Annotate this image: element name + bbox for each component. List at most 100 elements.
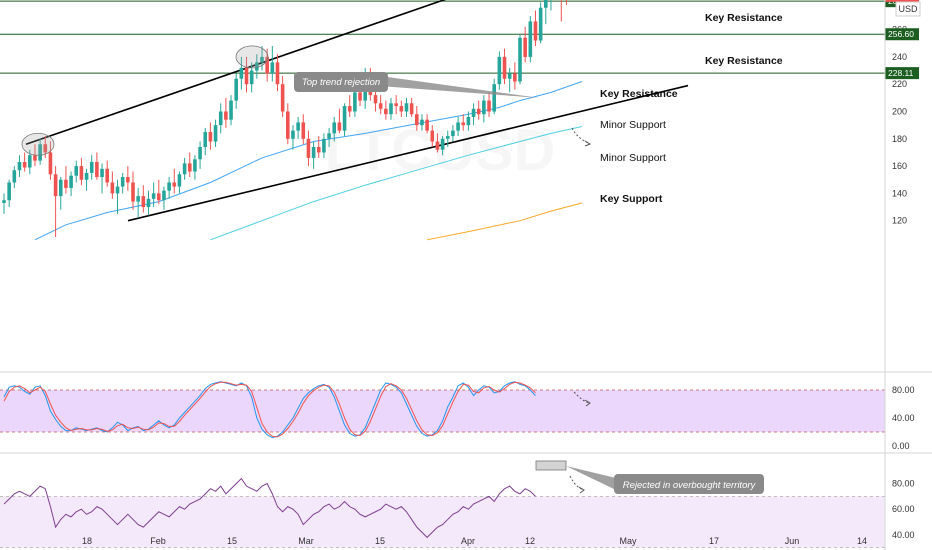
candle[interactable] [151, 182, 156, 208]
candle[interactable] [528, 15, 533, 63]
candle[interactable] [64, 166, 68, 194]
candle[interactable] [466, 111, 471, 131]
candle[interactable] [162, 186, 166, 210]
candle[interactable] [255, 54, 259, 79]
candle[interactable] [337, 108, 342, 134]
candle[interactable] [378, 95, 383, 115]
candle[interactable] [523, 26, 527, 63]
candle[interactable] [471, 103, 476, 126]
candle[interactable] [249, 62, 254, 93]
rsi-pane[interactable] [0, 477, 885, 548]
price-pane[interactable]: Key Resistance Key Resistance Key Resistan… [0, 0, 885, 241]
candle[interactable] [404, 97, 409, 117]
candle[interactable] [234, 73, 238, 109]
candle[interactable] [239, 56, 244, 90]
candle[interactable] [17, 155, 22, 178]
candle[interactable] [533, 10, 538, 46]
candle[interactable] [95, 152, 99, 180]
candle[interactable] [502, 48, 507, 85]
candle[interactable] [48, 141, 53, 180]
candle[interactable] [440, 136, 445, 156]
candle[interactable] [2, 193, 6, 214]
candle[interactable] [7, 179, 11, 208]
candle[interactable] [538, 2, 543, 44]
candle[interactable] [347, 95, 352, 117]
candle[interactable] [193, 155, 197, 180]
candle[interactable] [110, 171, 115, 199]
candle[interactable] [105, 160, 109, 187]
candle[interactable] [275, 54, 280, 92]
candle[interactable] [435, 133, 440, 153]
candle[interactable] [286, 103, 290, 145]
candle[interactable] [141, 185, 146, 213]
candle[interactable] [291, 125, 295, 150]
candle[interactable] [69, 171, 73, 197]
candle[interactable] [425, 114, 429, 134]
candle[interactable] [260, 45, 264, 71]
candle[interactable] [53, 166, 58, 238]
candle[interactable] [172, 168, 177, 194]
candle[interactable] [518, 35, 522, 85]
candle[interactable] [100, 163, 104, 194]
candle[interactable] [157, 179, 161, 205]
candle[interactable] [120, 172, 125, 194]
candle[interactable] [492, 78, 496, 115]
candle[interactable] [131, 171, 135, 210]
candle[interactable] [342, 103, 347, 137]
candle[interactable] [213, 119, 218, 147]
candle[interactable] [84, 168, 89, 191]
candle[interactable] [126, 166, 130, 191]
candle[interactable] [22, 152, 27, 172]
candle[interactable] [415, 106, 419, 131]
candle[interactable] [322, 133, 326, 158]
candle[interactable] [487, 92, 491, 117]
candle[interactable] [384, 100, 388, 120]
candle[interactable] [218, 103, 223, 134]
candle[interactable] [316, 136, 321, 158]
candle[interactable] [146, 190, 151, 216]
candle[interactable] [244, 56, 249, 93]
candle[interactable] [476, 100, 481, 120]
candle[interactable] [38, 138, 42, 165]
candle[interactable] [203, 127, 208, 156]
candle[interactable] [507, 67, 512, 93]
candle[interactable] [229, 95, 233, 126]
candle[interactable] [549, 0, 553, 11]
candle[interactable] [332, 116, 337, 142]
candle[interactable] [182, 157, 187, 180]
candle[interactable] [451, 125, 455, 142]
candle[interactable] [198, 141, 202, 169]
candle[interactable] [296, 116, 300, 139]
candle[interactable] [409, 97, 414, 117]
candle[interactable] [497, 51, 502, 90]
candle[interactable] [270, 45, 275, 82]
candle[interactable] [224, 97, 228, 128]
candle[interactable] [445, 130, 450, 147]
candle[interactable] [482, 95, 486, 123]
candle[interactable] [430, 125, 435, 147]
candle[interactable] [12, 166, 17, 188]
candle[interactable] [115, 179, 120, 214]
candle[interactable] [187, 152, 192, 178]
candle[interactable] [327, 127, 331, 147]
candle[interactable] [58, 177, 63, 210]
candle[interactable] [456, 116, 460, 137]
candle[interactable] [177, 171, 182, 194]
candle[interactable] [394, 95, 398, 115]
stochastic-pane[interactable] [0, 381, 885, 439]
candle[interactable] [461, 114, 466, 131]
candle[interactable] [513, 62, 517, 90]
candle[interactable] [301, 114, 306, 145]
candle[interactable] [280, 76, 285, 117]
candle[interactable] [389, 97, 393, 120]
candle[interactable] [89, 155, 94, 180]
candle[interactable] [306, 130, 311, 167]
candle[interactable] [399, 100, 404, 117]
candle[interactable] [74, 160, 79, 183]
candle[interactable] [79, 157, 84, 186]
candle[interactable] [544, 0, 548, 25]
candle[interactable] [311, 141, 316, 169]
candle[interactable] [167, 177, 171, 199]
